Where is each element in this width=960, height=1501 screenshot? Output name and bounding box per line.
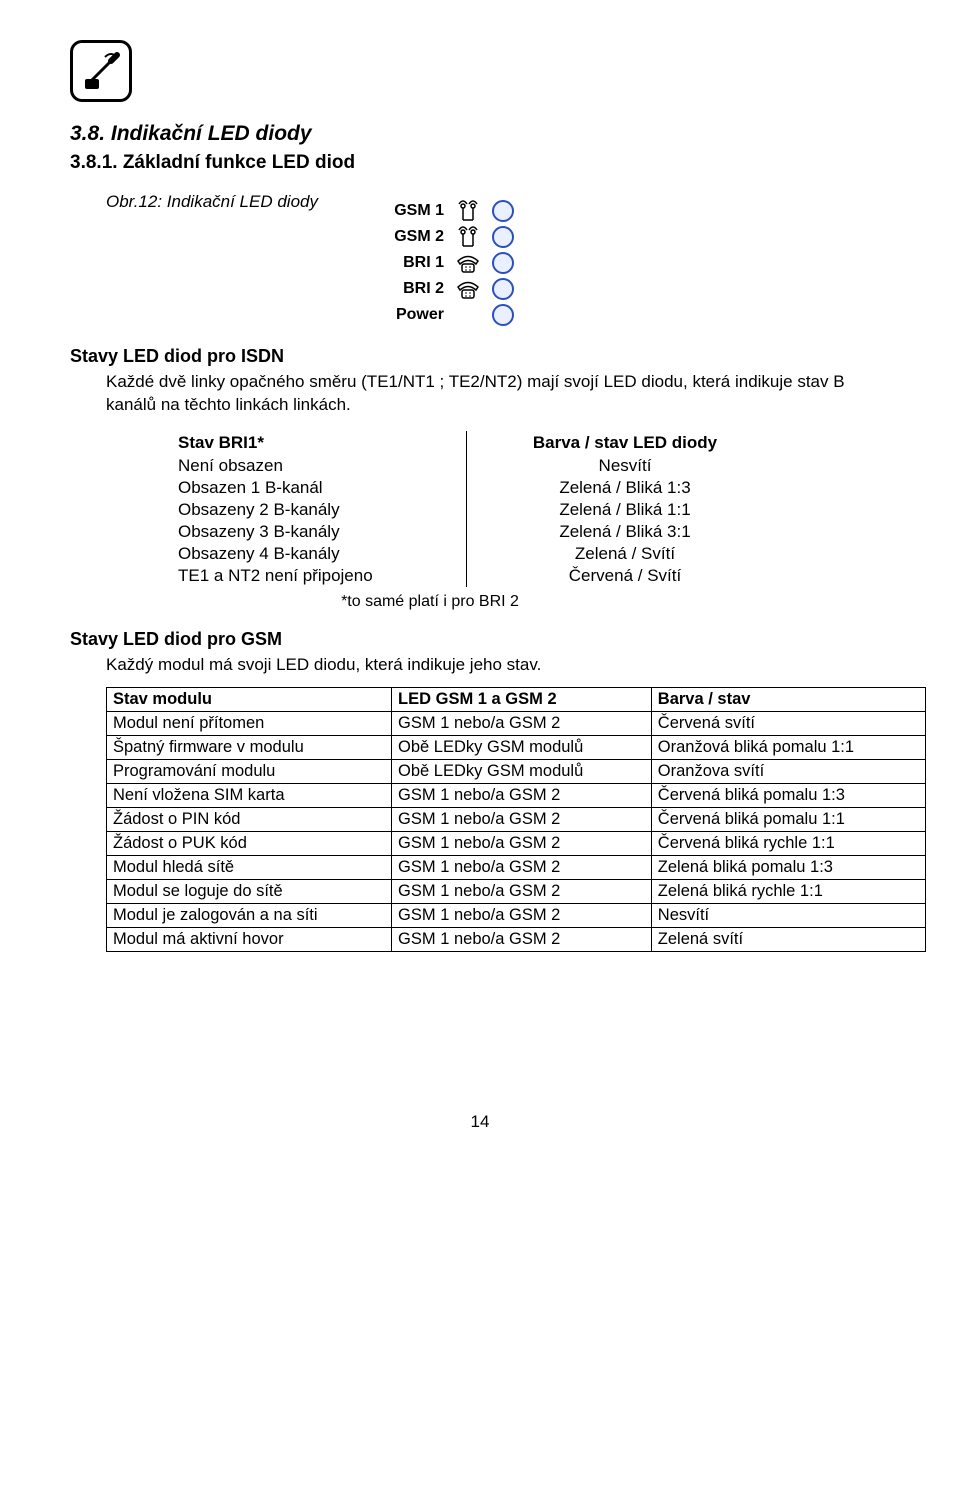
cell: Modul není přítomen [107, 711, 392, 735]
cell: Zelená / Bliká 3:1 [467, 521, 784, 543]
led-circle-icon [492, 278, 514, 300]
led-circle-icon [492, 304, 514, 326]
table-row: Špatný firmware v moduluObě LEDky GSM mo… [107, 735, 926, 759]
gsm-heading: Stavy LED diod pro GSM [70, 629, 890, 650]
cell: Špatný firmware v modulu [107, 735, 392, 759]
cell: GSM 1 nebo/a GSM 2 [392, 783, 652, 807]
cell: Není obsazen [150, 455, 467, 477]
isdn-footnote: *to samé platí i pro BRI 2 [70, 593, 790, 611]
led-row: BRI 1 [380, 252, 890, 274]
led-row: BRI 2 [380, 278, 890, 300]
cell: Programování modulu [107, 759, 392, 783]
table-row: Není vložena SIM kartaGSM 1 nebo/a GSM 2… [107, 783, 926, 807]
cell: Oranžová bliká pomalu 1:1 [651, 735, 925, 759]
cell: Zelená svítí [651, 927, 925, 951]
led-label: Power [380, 306, 444, 324]
phone-icon [454, 278, 482, 300]
isdn-th-a: Stav BRI1* [150, 431, 467, 455]
cell: Obě LEDky GSM modulů [392, 735, 652, 759]
led-label: BRI 2 [380, 280, 444, 298]
cell: GSM 1 nebo/a GSM 2 [392, 831, 652, 855]
cell: Červená bliká pomalu 1:1 [651, 807, 925, 831]
table-row: Modul není přítomenGSM 1 nebo/a GSM 2Čer… [107, 711, 926, 735]
led-circle-icon [492, 200, 514, 222]
led-row: GSM 1 [380, 200, 890, 222]
section-heading: 3.8. Indikační LED diody [70, 122, 890, 146]
cell: Žádost o PUK kód [107, 831, 392, 855]
led-panel-figure: GSM 1 GSM 2 BRI 1 BRI 2 Power [380, 200, 890, 326]
cell: GSM 1 nebo/a GSM 2 [392, 807, 652, 831]
cell: Zelená / Bliká 1:1 [467, 499, 784, 521]
antenna-icon [454, 226, 482, 248]
led-row: GSM 2 [380, 226, 890, 248]
led-label: BRI 1 [380, 254, 444, 272]
cell: Zelená / Svítí [467, 543, 784, 565]
cell: Nesvítí [467, 455, 784, 477]
cell: GSM 1 nebo/a GSM 2 [392, 927, 652, 951]
cell: Obě LEDky GSM modulů [392, 759, 652, 783]
cell: Zelená bliká rychle 1:1 [651, 879, 925, 903]
cell: GSM 1 nebo/a GSM 2 [392, 879, 652, 903]
cell: Modul je zalogován a na síti [107, 903, 392, 927]
isdn-table: Stav BRI1* Barva / stav LED diody Není o… [150, 431, 783, 587]
table-row: Programování moduluObě LEDky GSM modulůO… [107, 759, 926, 783]
led-circle-icon [492, 226, 514, 248]
gsm-table: Stav moduluLED GSM 1 a GSM 2Barva / stav… [106, 687, 926, 952]
table-row: TE1 a NT2 není připojenoČervená / Svítí [150, 565, 783, 587]
gsm-paragraph: Každý modul má svoji LED diodu, která in… [106, 654, 890, 677]
device-icon [70, 40, 132, 102]
cell: Obsazen 1 B-kanál [150, 477, 467, 499]
table-row: Obsazeny 3 B-kanályZelená / Bliká 3:1 [150, 521, 783, 543]
cell: GSM 1 nebo/a GSM 2 [392, 855, 652, 879]
table-row: Není obsazenNesvítí [150, 455, 783, 477]
table-row: Obsazeny 2 B-kanályZelená / Bliká 1:1 [150, 499, 783, 521]
cell: Obsazeny 3 B-kanály [150, 521, 467, 543]
table-row: Žádost o PIN kódGSM 1 nebo/a GSM 2Červen… [107, 807, 926, 831]
table-row: Žádost o PUK kódGSM 1 nebo/a GSM 2Červen… [107, 831, 926, 855]
cell: Není vložena SIM karta [107, 783, 392, 807]
cell: Žádost o PIN kód [107, 807, 392, 831]
cell: Obsazeny 4 B-kanály [150, 543, 467, 565]
table-row: Modul se loguje do sítěGSM 1 nebo/a GSM … [107, 879, 926, 903]
cell: Obsazeny 2 B-kanály [150, 499, 467, 521]
antenna-icon [454, 200, 482, 222]
cell: GSM 1 nebo/a GSM 2 [392, 711, 652, 735]
table-row: Obsazen 1 B-kanálZelená / Bliká 1:3 [150, 477, 783, 499]
blank-icon [454, 304, 482, 326]
cell: Modul se loguje do sítě [107, 879, 392, 903]
page-number: 14 [70, 1112, 890, 1132]
cell: Nesvítí [651, 903, 925, 927]
table-header: Stav modulu [107, 687, 392, 711]
isdn-heading: Stavy LED diod pro ISDN [70, 346, 890, 367]
isdn-th-b: Barva / stav LED diody [467, 431, 784, 455]
cell: GSM 1 nebo/a GSM 2 [392, 903, 652, 927]
led-circle-icon [492, 252, 514, 274]
cell: Modul má aktivní hovor [107, 927, 392, 951]
table-header: Barva / stav [651, 687, 925, 711]
cell: Modul hledá sítě [107, 855, 392, 879]
document-page: 3.8. Indikační LED diody 3.8.1. Základní… [0, 0, 960, 1172]
table-header: LED GSM 1 a GSM 2 [392, 687, 652, 711]
table-row: Modul hledá sítěGSM 1 nebo/a GSM 2Zelená… [107, 855, 926, 879]
led-label: GSM 2 [380, 228, 444, 246]
led-row: Power [380, 304, 890, 326]
table-row: Modul je zalogován a na sítiGSM 1 nebo/a… [107, 903, 926, 927]
cell: Červená bliká rychle 1:1 [651, 831, 925, 855]
phone-icon [454, 252, 482, 274]
cell: Červená bliká pomalu 1:3 [651, 783, 925, 807]
cell: Zelená / Bliká 1:3 [467, 477, 784, 499]
table-row: Modul má aktivní hovorGSM 1 nebo/a GSM 2… [107, 927, 926, 951]
isdn-paragraph: Každé dvě linky opačného směru (TE1/NT1 … [106, 371, 890, 417]
cell: Červená svítí [651, 711, 925, 735]
cell: TE1 a NT2 není připojeno [150, 565, 467, 587]
led-label: GSM 1 [380, 202, 444, 220]
cell: Oranžova svítí [651, 759, 925, 783]
subsection-heading: 3.8.1. Základní funkce LED diod [70, 152, 890, 174]
cell: Zelená bliká pomalu 1:3 [651, 855, 925, 879]
cell: Červená / Svítí [467, 565, 784, 587]
table-row: Obsazeny 4 B-kanályZelená / Svítí [150, 543, 783, 565]
